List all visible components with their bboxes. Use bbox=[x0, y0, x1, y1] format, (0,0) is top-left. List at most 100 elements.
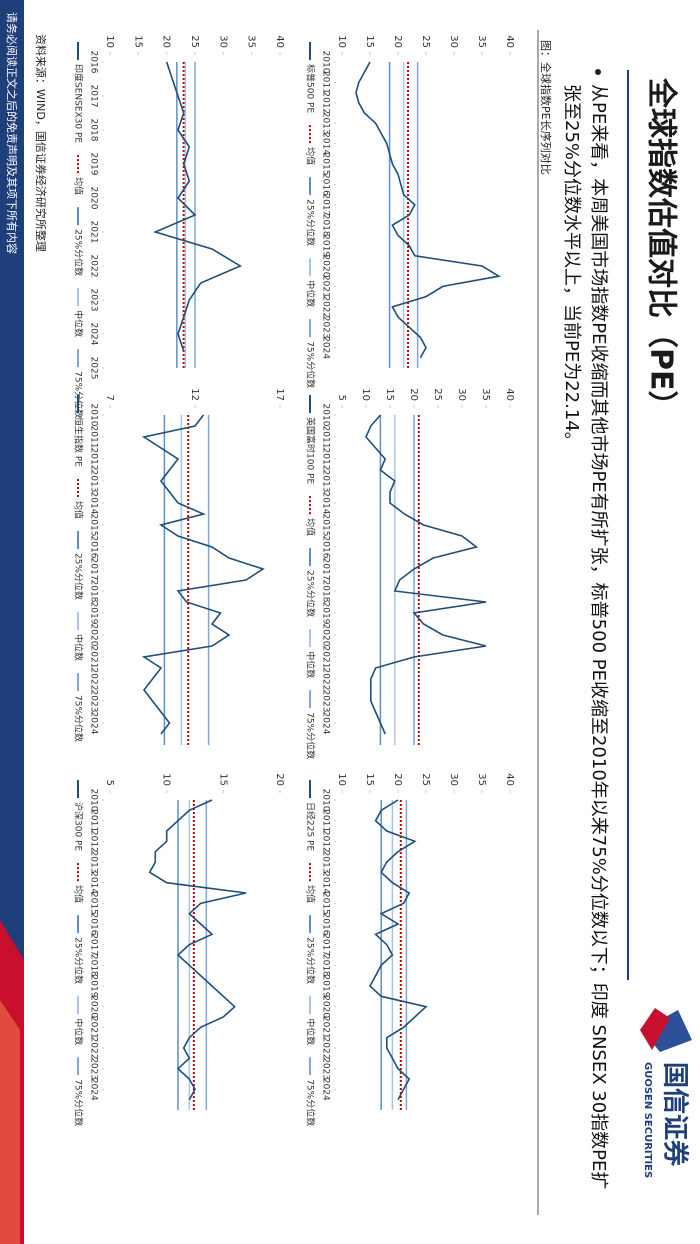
legend-label: 中位数 bbox=[73, 634, 85, 661]
y-tick-label: 25 bbox=[420, 773, 431, 786]
y-tick-label: 10 bbox=[336, 773, 347, 786]
y-tick-label: 40 bbox=[274, 35, 285, 48]
x-tick-label: 2020 bbox=[321, 624, 331, 647]
pe-line bbox=[368, 799, 428, 1101]
x-tick-label: 2010 bbox=[89, 404, 99, 427]
x-tick-label: 2024 bbox=[321, 336, 331, 359]
x-tick-label: 2021 bbox=[89, 646, 99, 669]
y-tick-label: 40 bbox=[504, 773, 515, 786]
legend-label: 均值 bbox=[73, 177, 85, 195]
x-tick-label: 2019 bbox=[89, 602, 99, 625]
y-tick-label: 20 bbox=[274, 773, 285, 786]
source: 资料来源：WIND，国信证券经济研究所整理 bbox=[34, 34, 48, 252]
x-tick-label: 2020 bbox=[321, 255, 331, 278]
x-tick-label: 2024 bbox=[89, 323, 99, 346]
x-tick-label: 2018 bbox=[89, 119, 99, 142]
bullet-dot bbox=[595, 69, 601, 75]
x-tick-label: 2014 bbox=[89, 871, 99, 894]
x-tick-label: 2018 bbox=[89, 580, 99, 603]
y-tick-label: 17 bbox=[274, 388, 285, 401]
legend-label: 恒生指数 PE bbox=[73, 417, 85, 467]
x-tick-label: 2022 bbox=[321, 295, 331, 318]
x-tick-label: 2012 bbox=[89, 448, 99, 471]
x-tick-label: 2021 bbox=[321, 646, 331, 669]
y-tick-label: 30 bbox=[217, 35, 228, 48]
pe-line bbox=[355, 61, 502, 359]
x-tick-label: 2018 bbox=[89, 954, 99, 977]
x-tick-label: 2018 bbox=[321, 214, 331, 237]
y-tick-label: 15 bbox=[364, 35, 375, 48]
legend-label: 25%分位数 bbox=[305, 570, 317, 617]
x-tick-label: 2019 bbox=[321, 975, 331, 998]
x-tick-label: 2024 bbox=[321, 1078, 331, 1101]
x-tick-label: 2011 bbox=[321, 426, 331, 449]
x-tick-label: 2010 bbox=[89, 789, 99, 812]
y-tick-label: 30 bbox=[448, 773, 459, 786]
y-tick-label: 20 bbox=[161, 35, 172, 48]
legend-label: 沪深300 PE bbox=[73, 802, 85, 851]
x-tick-label: 2010 bbox=[321, 404, 331, 427]
x-tick-label: 2013 bbox=[321, 112, 331, 135]
x-tick-label: 2022 bbox=[321, 668, 331, 691]
bullet-text: 从PE来看，本周美国市场指数PE收缩而其他市场PE有所扩张，标普500 PE收缩… bbox=[561, 84, 609, 1190]
x-tick-label: 2013 bbox=[89, 851, 99, 874]
x-tick-label: 2013 bbox=[321, 851, 331, 874]
x-tick-label: 2020 bbox=[89, 187, 99, 210]
legend-label: 75%分位数 bbox=[73, 371, 85, 418]
x-tick-label: 2016 bbox=[89, 51, 99, 74]
pe-line bbox=[141, 414, 265, 735]
x-tick-label: 2010 bbox=[321, 51, 331, 74]
y-tick-label: 40 bbox=[504, 35, 515, 48]
y-tick-label: 35 bbox=[476, 773, 487, 786]
y-tick-label: 30 bbox=[456, 388, 467, 401]
x-tick-label: 2020 bbox=[89, 624, 99, 647]
x-tick-label: 2019 bbox=[89, 153, 99, 176]
x-tick-label: 2023 bbox=[321, 1057, 331, 1080]
legend-label: 日经225 PE bbox=[305, 802, 317, 851]
x-tick-label: 2022 bbox=[321, 1037, 331, 1060]
y-tick-label: 20 bbox=[392, 35, 403, 48]
x-tick-label: 2013 bbox=[89, 470, 99, 493]
y-tick-label: 35 bbox=[246, 35, 257, 48]
y-tick-label: 25 bbox=[420, 35, 431, 48]
logo-shape-red bbox=[640, 1008, 670, 1050]
y-tick-label: 25 bbox=[189, 35, 200, 48]
y-tick-label: 15 bbox=[384, 388, 395, 401]
legend-label: 均值 bbox=[73, 885, 85, 903]
x-tick-label: 2011 bbox=[89, 426, 99, 449]
x-tick-label: 2017 bbox=[321, 193, 331, 216]
x-tick-label: 2023 bbox=[89, 1057, 99, 1080]
x-tick-label: 2021 bbox=[321, 1016, 331, 1039]
y-tick-label: 35 bbox=[476, 35, 487, 48]
x-tick-label: 2012 bbox=[321, 448, 331, 471]
y-tick-label: 15 bbox=[364, 773, 375, 786]
y-tick-label: 5 bbox=[104, 780, 115, 786]
x-tick-label: 2019 bbox=[321, 602, 331, 625]
legend-label: 均值 bbox=[305, 147, 317, 165]
y-tick-label: 10 bbox=[104, 35, 115, 48]
x-tick-label: 2017 bbox=[89, 933, 99, 956]
x-tick-label: 2016 bbox=[89, 536, 99, 559]
y-tick-label: 20 bbox=[408, 388, 419, 401]
x-tick-label: 2010 bbox=[321, 789, 331, 812]
x-tick-label: 2015 bbox=[89, 514, 99, 537]
x-tick-label: 2016 bbox=[321, 173, 331, 196]
x-tick-label: 2016 bbox=[321, 536, 331, 559]
legend-label: 中位数 bbox=[305, 280, 317, 307]
x-tick-label: 2020 bbox=[89, 995, 99, 1018]
x-tick-label: 2018 bbox=[321, 580, 331, 603]
legend-label: 75%分位数 bbox=[305, 341, 317, 388]
x-tick-label: 2012 bbox=[321, 91, 331, 114]
y-tick-label: 5 bbox=[336, 395, 347, 401]
legend-label: 中位数 bbox=[73, 310, 85, 337]
pe-line bbox=[152, 61, 243, 352]
x-tick-label: 2022 bbox=[89, 668, 99, 691]
logo-en: GUOSEN SECURITIES bbox=[642, 1062, 653, 1178]
x-tick-label: 2021 bbox=[321, 275, 331, 298]
x-tick-label: 2023 bbox=[89, 690, 99, 713]
legend-label: 均值 bbox=[305, 885, 317, 903]
x-tick-label: 2024 bbox=[89, 712, 99, 735]
x-tick-label: 2014 bbox=[321, 871, 331, 894]
x-tick-label: 2017 bbox=[89, 558, 99, 581]
